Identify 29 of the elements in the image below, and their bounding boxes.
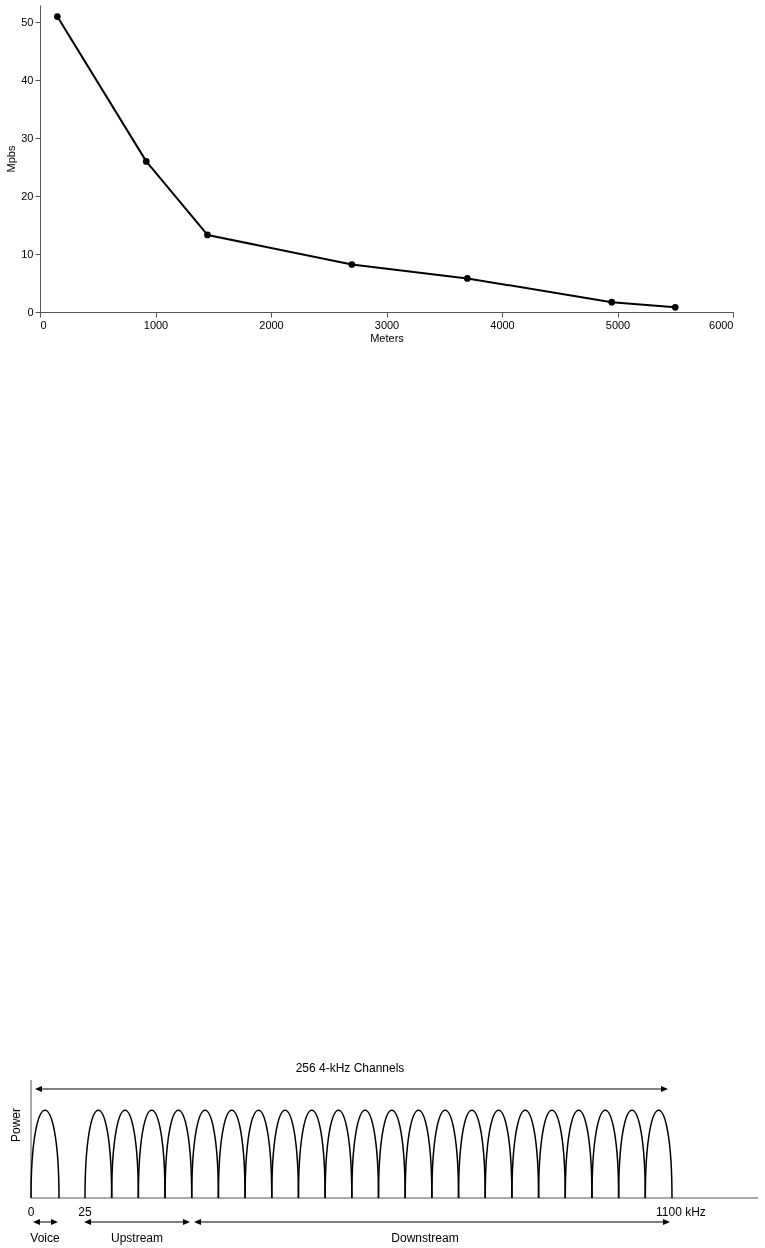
- text: Upstream: [110, 1231, 164, 1245]
- y-tick-label: 50: [21, 15, 34, 28]
- point: [53, 13, 61, 20]
- y-tick-label: 0: [27, 305, 34, 318]
- x-tick-label: 0: [40, 318, 47, 331]
- y-tick-label: 10: [21, 247, 34, 260]
- point: [142, 158, 150, 165]
- y-tick-label: 30: [21, 131, 34, 144]
- point: [608, 298, 616, 306]
- x-tick-label: 5000: [605, 318, 631, 331]
- text: 25: [78, 1205, 92, 1219]
- point: [348, 261, 356, 268]
- point: [671, 304, 679, 311]
- x-tick-label: 6000: [709, 318, 734, 331]
- text: Downstream: [391, 1231, 459, 1245]
- text: Voice: [30, 1231, 60, 1245]
- x-tick-label: 1000: [143, 318, 169, 331]
- point: [464, 275, 471, 282]
- point: [204, 231, 211, 239]
- text: 256 4-kHz Channels: [295, 1061, 405, 1075]
- y-axis-title: Mpbs: [5, 145, 18, 173]
- x-tick-label: 2000: [259, 318, 284, 331]
- text: 1100 kHz: [656, 1205, 706, 1219]
- x-tick-label: 4000: [490, 318, 515, 331]
- y-tick-label: 40: [21, 73, 34, 86]
- x-axis-title: Meters: [370, 331, 405, 344]
- text: Power: [9, 1107, 23, 1143]
- y-tick-label: 20: [21, 189, 34, 202]
- x-tick-label: 3000: [374, 318, 400, 331]
